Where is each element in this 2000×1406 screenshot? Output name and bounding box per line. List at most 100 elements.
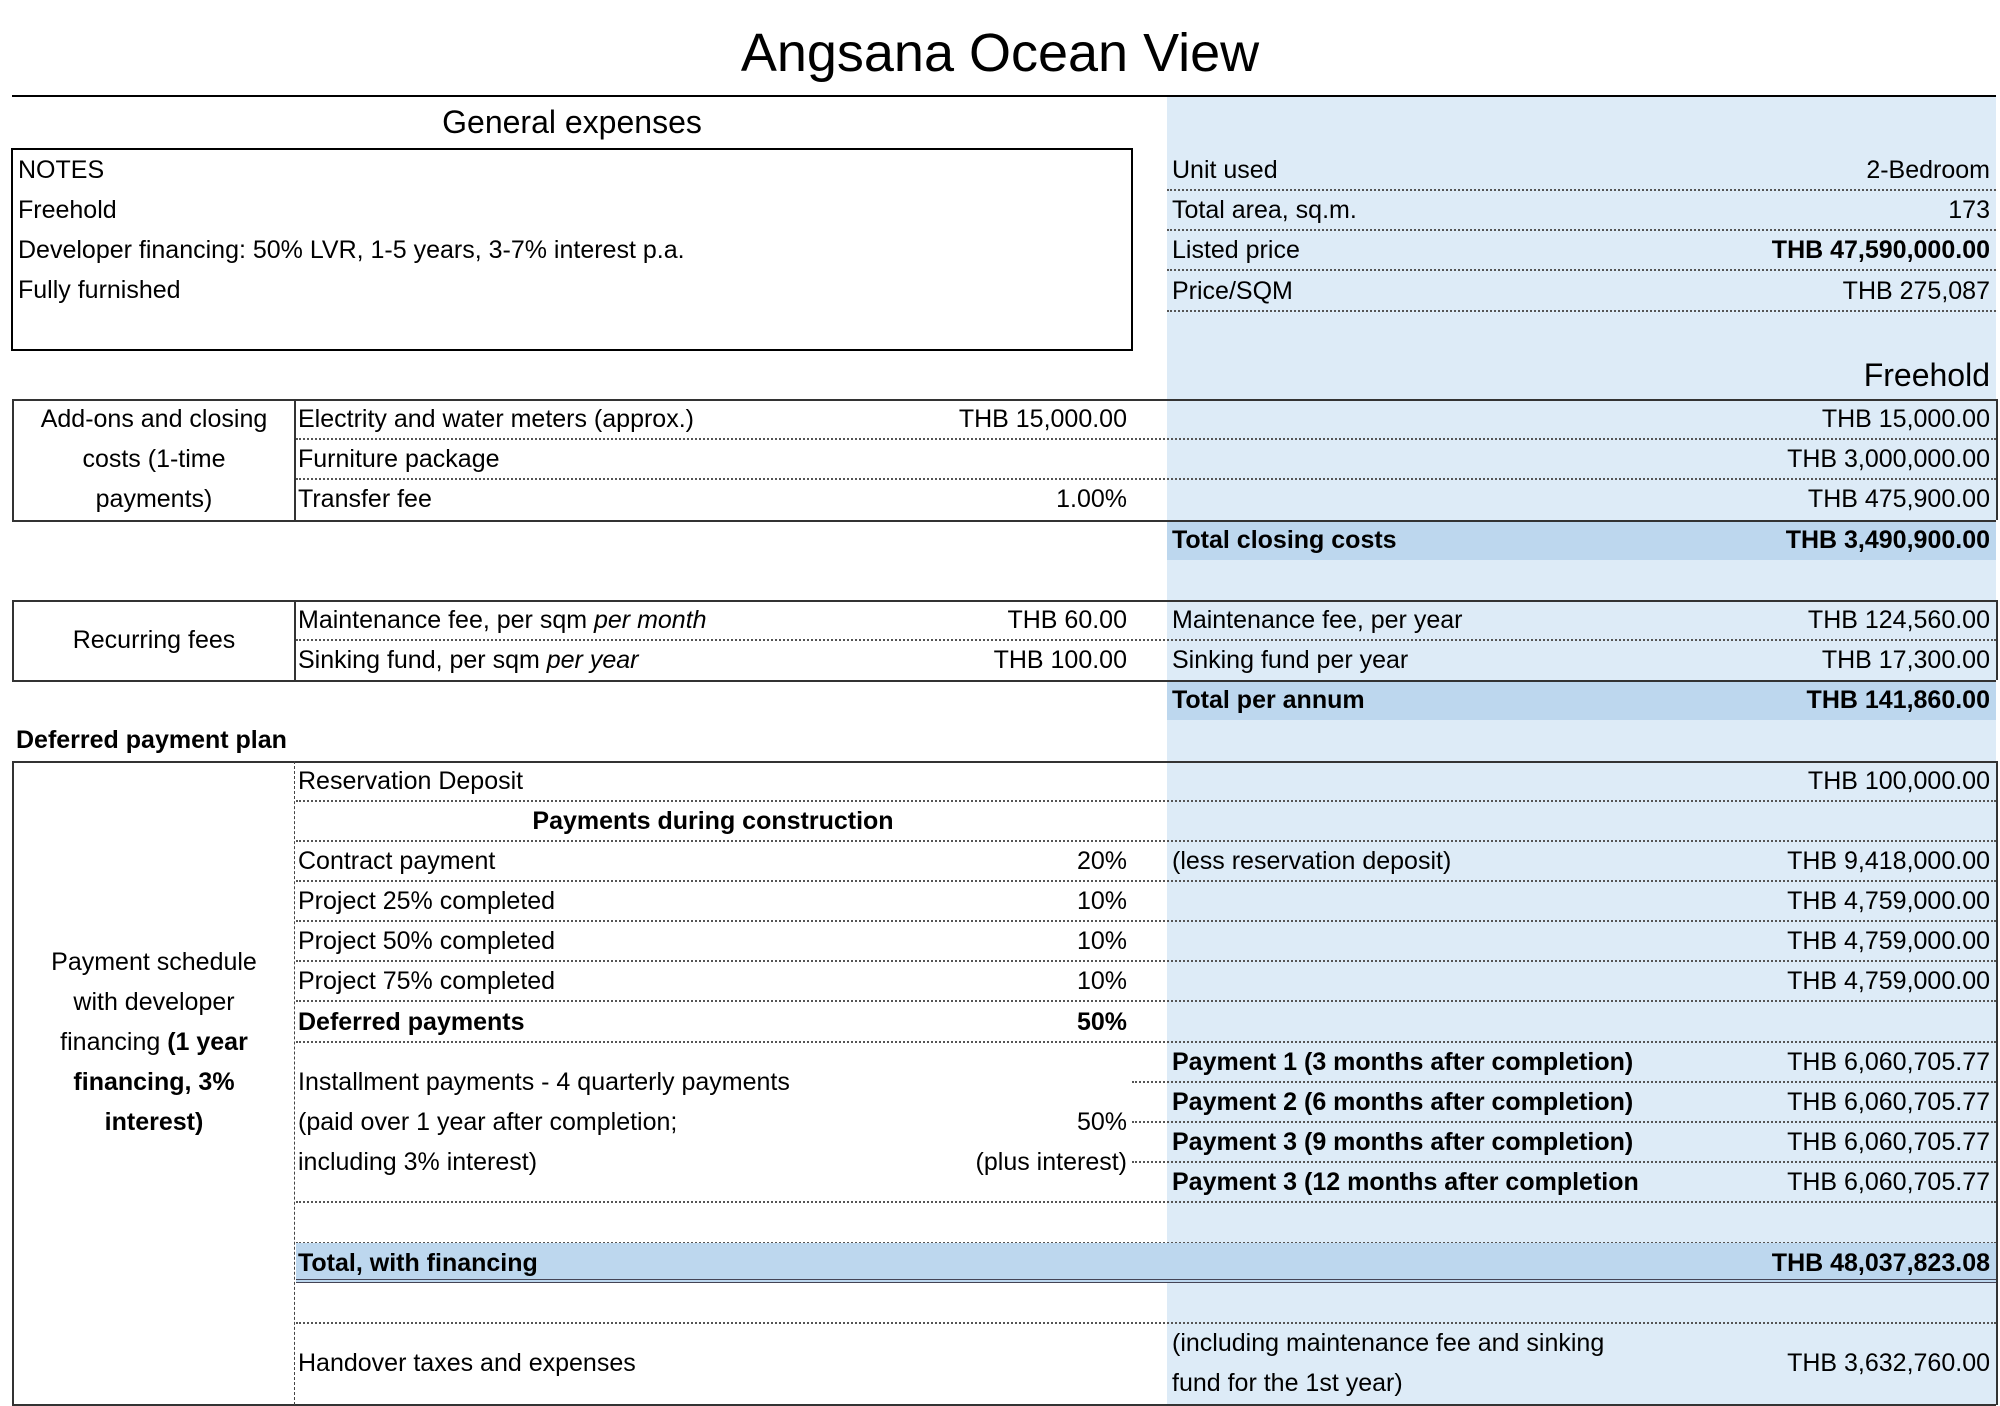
closing-item-label[interactable]: Furniture package xyxy=(298,445,500,473)
installment-payment-label[interactable]: Payment 1 (3 months after completion) xyxy=(1172,1048,1634,1076)
border-line xyxy=(294,600,296,680)
installment-percent[interactable]: 50% xyxy=(1076,1108,1127,1136)
row-divider xyxy=(296,1201,1996,1203)
recurring-item-label[interactable]: Sinking fund, per sqm per year xyxy=(298,640,798,680)
row-divider xyxy=(296,639,1996,641)
recurring-right-label[interactable]: Sinking fund per year xyxy=(1172,646,1409,674)
installment-payment-value[interactable]: THB 6,060,705.77 xyxy=(1787,1128,1990,1156)
total-per-annum-value[interactable]: THB 141,860.00 xyxy=(1806,686,1990,714)
payment-item-label[interactable]: Project 25% completed xyxy=(298,887,556,915)
label-text: Payment schedule xyxy=(51,947,257,976)
payment-item-label[interactable]: Project 50% completed xyxy=(298,927,556,955)
payment-item-label[interactable]: Project 75% completed xyxy=(298,967,556,995)
payment-right-label[interactable] xyxy=(1172,1002,1622,1042)
installment-label-line: Installment payments - 4 quarterly payme… xyxy=(298,1068,790,1096)
deferred-plan-heading[interactable]: Deferred payment plan xyxy=(16,726,287,754)
installment-payment-value[interactable]: THB 6,060,705.77 xyxy=(1787,1088,1990,1116)
payment-right-label[interactable] xyxy=(1172,921,1622,961)
payment-item-percent[interactable]: 20% xyxy=(1076,847,1127,875)
handover-label[interactable]: Handover taxes and expenses xyxy=(298,1349,636,1377)
row-divider xyxy=(296,920,1996,922)
installment-payment-label[interactable]: Payment 2 (6 months after completion) xyxy=(1172,1088,1634,1116)
border-line xyxy=(12,600,14,680)
recurring-item-input[interactable]: THB 100.00 xyxy=(993,646,1127,674)
border-line xyxy=(12,520,1996,522)
installment-payment-label[interactable]: Payment 3 (12 months after completion xyxy=(1172,1168,1639,1196)
border-line xyxy=(12,680,1996,682)
summary-value[interactable]: 2-Bedroom xyxy=(1866,156,1990,184)
payment-item-percent[interactable]: 10% xyxy=(1076,927,1127,955)
row-divider xyxy=(1132,1161,1996,1163)
closing-item-label[interactable]: Transfer fee xyxy=(298,485,432,513)
payment-value[interactable]: THB 9,418,000.00 xyxy=(1787,847,1990,875)
label-unit: per year xyxy=(546,646,639,674)
handover-note-line: fund for the 1st year) xyxy=(1172,1369,1403,1397)
closing-item-input[interactable] xyxy=(800,439,1127,479)
payment-item-percent[interactable] xyxy=(800,761,1127,801)
group-label-line: Payment schedule xyxy=(14,942,294,982)
row-divider xyxy=(296,1322,1996,1324)
recurring-right-value[interactable]: THB 17,300.00 xyxy=(1821,646,1990,674)
group-label-line: payments) xyxy=(95,485,213,513)
label-text: with developer xyxy=(73,987,235,1016)
border-line xyxy=(12,761,14,1405)
summary-label[interactable]: Total area, sq.m. xyxy=(1172,196,1357,224)
closing-item-value[interactable]: THB 3,000,000.00 xyxy=(1787,445,1990,473)
installment-payment-label[interactable]: Payment 3 (9 months after completion) xyxy=(1172,1128,1634,1156)
payment-value[interactable]: THB 4,759,000.00 xyxy=(1787,887,1990,915)
payment-value[interactable]: THB 4,759,000.00 xyxy=(1787,967,1990,995)
notes-line: Developer financing: 50% LVR, 1-5 years,… xyxy=(18,236,685,264)
payment-value[interactable] xyxy=(1600,1002,1990,1042)
summary-value[interactable]: THB 47,590,000.00 xyxy=(1771,236,1990,264)
recurring-right-value[interactable]: THB 124,560.00 xyxy=(1807,606,1990,634)
installment-note[interactable]: (plus interest) xyxy=(975,1148,1127,1176)
row-divider xyxy=(296,478,1996,480)
notes-box: NOTES Freehold Developer financing: 50% … xyxy=(11,148,1133,351)
closing-item-value[interactable]: THB 475,900.00 xyxy=(1807,485,1990,513)
payment-value[interactable]: THB 4,759,000.00 xyxy=(1787,927,1990,955)
summary-label[interactable]: Listed price xyxy=(1172,236,1300,264)
border-line xyxy=(12,600,1996,602)
installment-label-line: (paid over 1 year after completion; xyxy=(298,1108,678,1136)
payment-right-label[interactable] xyxy=(1172,761,1622,801)
closing-item-input[interactable]: THB 15,000.00 xyxy=(958,405,1127,433)
payment-value[interactable]: THB 100,000.00 xyxy=(1807,767,1990,795)
payment-item-label[interactable]: Reservation Deposit xyxy=(298,767,524,795)
payment-right-label[interactable] xyxy=(1172,881,1622,921)
installment-label-line: including 3% interest) xyxy=(298,1148,538,1176)
total-with-financing-value[interactable]: THB 48,037,823.08 xyxy=(1771,1249,1990,1277)
payment-right-label[interactable]: (less reservation deposit) xyxy=(1172,847,1452,875)
payment-item-label[interactable]: Deferred payments xyxy=(298,1008,525,1036)
handover-value[interactable]: THB 3,632,760.00 xyxy=(1787,1349,1990,1377)
payment-item-percent[interactable]: 10% xyxy=(1076,887,1127,915)
summary-value[interactable]: THB 275,087 xyxy=(1842,277,1990,305)
double-border xyxy=(296,1279,1996,1283)
total-with-financing-label[interactable]: Total, with financing xyxy=(298,1249,538,1277)
closing-item-label[interactable]: Electrity and water meters (approx.) xyxy=(298,405,694,433)
payment-item-label[interactable]: Contract payment xyxy=(298,847,496,875)
total-per-annum-label[interactable]: Total per annum xyxy=(1172,686,1365,714)
summary-label[interactable]: Unit used xyxy=(1172,156,1278,184)
label-unit: per month xyxy=(594,606,707,634)
recurring-item-label[interactable]: Maintenance fee, per sqm per month xyxy=(298,600,798,640)
installment-payment-value[interactable]: THB 6,060,705.77 xyxy=(1787,1048,1990,1076)
payment-item-percent[interactable]: 10% xyxy=(1076,967,1127,995)
installment-payment-value[interactable]: THB 6,060,705.77 xyxy=(1787,1168,1990,1196)
total-closing-value[interactable]: THB 3,490,900.00 xyxy=(1785,526,1990,554)
section-subheading[interactable]: Payments during construction xyxy=(532,807,894,835)
row-divider xyxy=(1167,189,1996,191)
closing-item-input[interactable]: 1.00% xyxy=(1056,485,1127,513)
recurring-item-input[interactable]: THB 60.00 xyxy=(1007,606,1127,634)
label-text: financing xyxy=(60,1027,168,1056)
total-closing-label[interactable]: Total closing costs xyxy=(1172,526,1397,554)
summary-label[interactable]: Price/SQM xyxy=(1172,277,1293,305)
summary-value[interactable]: 173 xyxy=(1948,196,1990,224)
group-label-line: Add-ons and closing xyxy=(40,405,268,433)
border-line xyxy=(294,761,295,1405)
row-divider xyxy=(296,880,1996,882)
row-divider xyxy=(1132,1081,1996,1083)
closing-item-value[interactable]: THB 15,000.00 xyxy=(1821,405,1990,433)
payment-right-label[interactable] xyxy=(1172,961,1622,1001)
payment-item-percent[interactable]: 50% xyxy=(1076,1008,1127,1036)
recurring-right-label[interactable]: Maintenance fee, per year xyxy=(1172,606,1463,634)
